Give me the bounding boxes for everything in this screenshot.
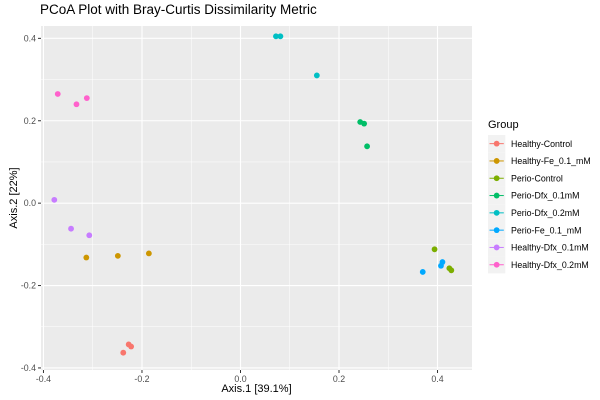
legend-item: Healthy-Fe_0.1_mM bbox=[488, 152, 591, 170]
legend: Group Healthy-Control Healthy-Fe_0.1_mM Pe… bbox=[488, 119, 591, 274]
data-point-healthy-control bbox=[128, 343, 135, 350]
data-point-healthy-dfx-0-1mm bbox=[68, 225, 74, 232]
legend-item: Healthy-Dfx_0.1mM bbox=[488, 238, 589, 257]
y-axis-ticks: -0.4 -0.2 0.0 0.2 0.4 bbox=[21, 33, 41, 373]
x-tick-label: 0.0 bbox=[234, 374, 246, 384]
legend-items: Healthy-Control Healthy-Fe_0.1_mM Perio-Co… bbox=[488, 135, 591, 274]
legend-item: Healthy-Control bbox=[488, 135, 572, 153]
data-point-healthy-dfx-0-1mm bbox=[86, 232, 93, 239]
data-point-perio-dfx-0-1mm bbox=[361, 120, 368, 127]
x-axis-ticks: -0.4 -0.2 0.0 0.2 0.4 bbox=[36, 370, 444, 384]
data-point-healthy-dfx-0-2mm bbox=[54, 91, 61, 97]
data-point-perio-fe-0-1-mm bbox=[419, 269, 426, 275]
legend-label: Healthy-Dfx_0.2mM bbox=[511, 260, 589, 270]
data-point-perio-control bbox=[448, 267, 455, 274]
data-point-perio-control bbox=[431, 246, 438, 253]
data-point-perio-fe-0-1-mm bbox=[438, 262, 444, 269]
data-point-healthy-dfx-0-1mm bbox=[51, 196, 58, 203]
x-tick-label: 0.2 bbox=[333, 374, 345, 384]
data-point-perio-dfx-0-2mm bbox=[277, 33, 284, 40]
x-tick-label: 0.4 bbox=[431, 374, 443, 384]
legend-key-point bbox=[493, 158, 500, 164]
y-axis-title: Axis.2 [22%] bbox=[8, 167, 20, 228]
x-tick-label: -0.2 bbox=[134, 374, 149, 384]
plot-panel bbox=[41, 26, 472, 370]
legend-label: Healthy-Dfx_0.1mM bbox=[511, 243, 589, 253]
data-point-healthy-fe-0-1-mm bbox=[114, 252, 121, 259]
legend-key-point bbox=[493, 261, 500, 268]
legend-item: Perio-Control bbox=[488, 169, 563, 187]
y-tick-label: -0.2 bbox=[21, 281, 36, 291]
legend-key-point bbox=[493, 192, 500, 199]
data-point-healthy-dfx-0-2mm bbox=[83, 95, 90, 101]
minor-gridlines bbox=[41, 26, 472, 370]
legend-item: Perio-Dfx_0.2mM bbox=[488, 204, 579, 222]
y-tick-label: -0.4 bbox=[21, 363, 36, 373]
data-point-perio-dfx-0-1mm bbox=[364, 143, 370, 150]
legend-label: Healthy-Fe_0.1_mM bbox=[511, 156, 591, 166]
legend-label: Perio-Dfx_0.2mM bbox=[511, 208, 579, 218]
legend-label: Healthy-Control bbox=[511, 139, 572, 149]
legend-key-point bbox=[493, 244, 500, 251]
data-point-healthy-dfx-0-2mm bbox=[73, 101, 80, 108]
x-axis-title: Axis.1 [39.1%] bbox=[221, 383, 291, 395]
legend-item: Perio-Dfx_0.1mM bbox=[488, 186, 579, 205]
legend-item: Perio-Fe_0.1_mM bbox=[488, 221, 581, 239]
y-tick-label: 0.2 bbox=[24, 116, 36, 126]
legend-label: Perio-Control bbox=[511, 173, 563, 183]
data-point-perio-dfx-0-2mm bbox=[313, 72, 320, 79]
y-tick-label: 0.4 bbox=[24, 33, 36, 43]
y-tick-label: 0.0 bbox=[24, 198, 36, 208]
legend-key-point bbox=[493, 175, 500, 182]
legend-key-point bbox=[493, 140, 500, 147]
data-point-healthy-fe-0-1-mm bbox=[83, 254, 90, 261]
legend-title: Group bbox=[488, 119, 519, 131]
x-tick-label: -0.4 bbox=[36, 374, 51, 384]
major-gridlines bbox=[41, 26, 472, 370]
legend-key-point bbox=[493, 209, 500, 216]
chart-title: PCoA Plot with Bray-Curtis Dissimilarity… bbox=[40, 2, 317, 17]
data-point-healthy-control bbox=[120, 349, 127, 356]
scatter-points bbox=[51, 33, 455, 356]
legend-item: Healthy-Dfx_0.2mM bbox=[488, 256, 589, 274]
data-point-perio-dfx-0-2mm bbox=[273, 33, 279, 40]
data-point-healthy-fe-0-1-mm bbox=[145, 250, 152, 257]
legend-key-point bbox=[493, 227, 500, 234]
legend-label: Perio-Dfx_0.1mM bbox=[511, 191, 579, 201]
legend-label: Perio-Fe_0.1_mM bbox=[511, 225, 581, 235]
